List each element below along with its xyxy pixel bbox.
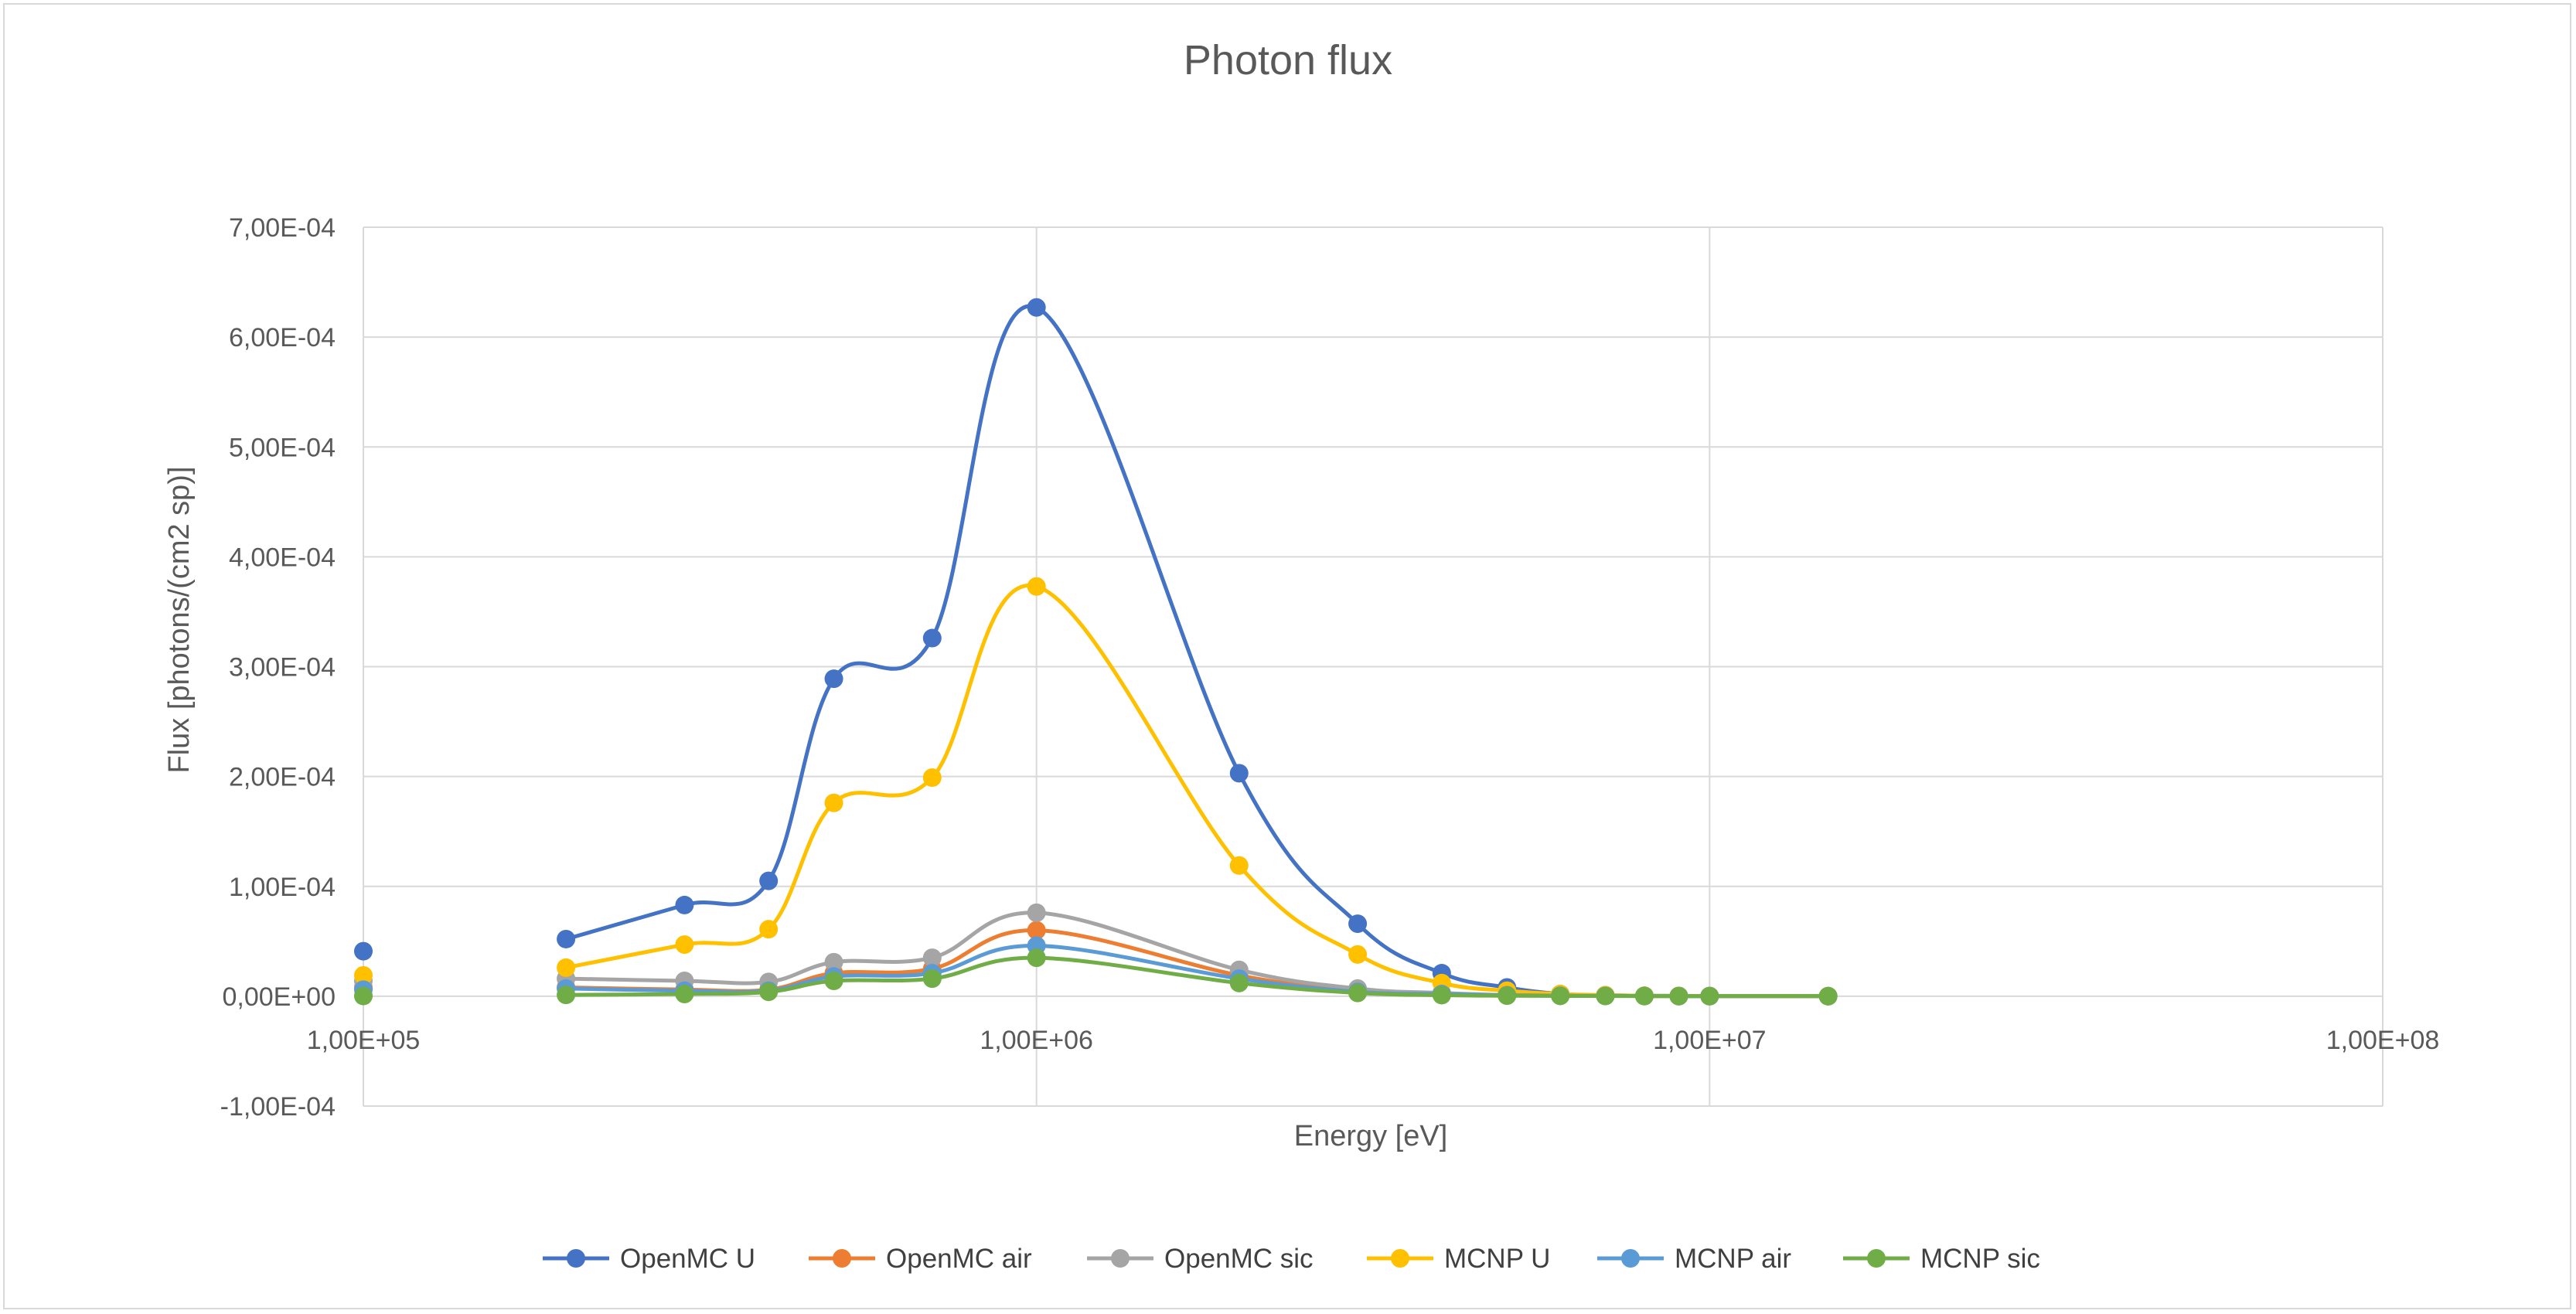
series-layer <box>354 298 1838 1006</box>
data-point <box>759 982 779 1002</box>
legend-marker <box>833 1249 851 1268</box>
data-point <box>1818 986 1838 1006</box>
data-point <box>1348 983 1368 1003</box>
data-point <box>824 793 843 812</box>
series-mcnp-sic <box>354 948 1838 1006</box>
legend-item: MCNP air <box>1597 1244 1791 1274</box>
legend-marker <box>1867 1249 1886 1268</box>
data-point <box>1027 298 1046 317</box>
data-point <box>1229 973 1249 992</box>
legend-marker <box>1621 1249 1640 1268</box>
x-tick-label: 1,00E+05 <box>307 1026 421 1055</box>
x-tick-label: 1,00E+06 <box>980 1026 1093 1055</box>
data-point <box>675 935 694 955</box>
data-point <box>1027 903 1046 922</box>
series-line <box>564 304 1831 999</box>
data-point <box>1669 986 1688 1006</box>
data-point <box>759 920 779 939</box>
legend-marker <box>567 1249 585 1268</box>
y-tick-label: 7,00E-04 <box>229 213 336 243</box>
data-point <box>557 958 576 977</box>
series-mcnp-u <box>354 577 1838 1006</box>
data-point <box>557 929 576 948</box>
data-point <box>354 941 373 961</box>
legend-label: OpenMC U <box>620 1244 755 1274</box>
data-point <box>1498 986 1517 1006</box>
y-tick-label: 5,00E-04 <box>229 433 336 462</box>
data-point <box>922 969 942 989</box>
x-tick-label: 1,00E+07 <box>1653 1026 1767 1055</box>
data-point <box>922 948 942 968</box>
y-tick-label: 3,00E-04 <box>229 653 336 683</box>
data-point <box>1348 914 1368 934</box>
y-tick-label: 4,00E-04 <box>229 543 336 572</box>
legend: OpenMC U OpenMC air OpenMC sic MCNP U MCNP a… <box>543 1244 2040 1274</box>
y-tick-label: 6,00E-04 <box>229 323 336 352</box>
data-point <box>354 986 373 1006</box>
x-tick-label: 1,00E+08 <box>2326 1026 2440 1055</box>
legend-label: OpenMC sic <box>1164 1244 1314 1274</box>
chart-area <box>3 3 2571 1309</box>
y-tick-label: 0,00E+00 <box>222 982 336 1012</box>
legend-item: MCNP U <box>1367 1244 1550 1274</box>
legend-marker <box>1111 1249 1130 1268</box>
x-axis-ticks: 1,00E+05 1,00E+06 1,00E+07 1,00E+08 <box>307 1026 2440 1055</box>
legend-label: MCNP U <box>1444 1244 1550 1274</box>
y-tick-label: 1,00E-04 <box>229 873 336 902</box>
data-point <box>1700 986 1719 1006</box>
grid <box>363 226 2383 1107</box>
legend-item: OpenMC air <box>809 1244 1032 1274</box>
data-point <box>1596 986 1615 1006</box>
data-point <box>1348 945 1368 964</box>
legend-label: MCNP air <box>1675 1244 1791 1274</box>
data-point <box>922 768 942 788</box>
data-point <box>1027 577 1046 596</box>
data-point <box>1229 764 1249 783</box>
legend-label: OpenMC air <box>886 1244 1032 1274</box>
data-point <box>1551 986 1570 1006</box>
data-point <box>675 895 694 914</box>
chart-title: Photon flux <box>1184 37 1392 83</box>
data-point <box>824 669 843 689</box>
legend-label: MCNP sic <box>1920 1244 2040 1274</box>
data-point <box>557 986 576 1005</box>
data-point <box>1027 948 1046 968</box>
data-point <box>1027 921 1046 940</box>
data-point <box>759 871 779 890</box>
data-point <box>675 985 694 1004</box>
y-axis-ticks: -1,00E-04 0,00E+00 1,00E-04 2,00E-04 3,00E-0… <box>220 213 336 1122</box>
data-point <box>824 971 843 990</box>
series-line <box>564 583 1831 999</box>
legend-marker <box>1391 1249 1409 1268</box>
data-point <box>1634 986 1654 1006</box>
data-point <box>824 952 843 972</box>
data-point <box>1229 856 1249 875</box>
legend-item: OpenMC sic <box>1087 1244 1314 1274</box>
x-axis-label: Energy [eV] <box>1294 1120 1448 1152</box>
data-point <box>354 965 373 985</box>
legend-item: MCNP sic <box>1843 1244 2040 1274</box>
y-tick-label: -1,00E-04 <box>220 1092 336 1122</box>
y-axis-label: Flux [photons/(cm2 sp)] <box>163 466 196 773</box>
legend-item: OpenMC U <box>543 1244 755 1274</box>
series-openmc-u <box>354 298 1838 1006</box>
series-line <box>564 911 1831 999</box>
data-point <box>1432 986 1451 1005</box>
y-tick-label: 2,00E-04 <box>229 763 336 792</box>
data-point <box>922 628 942 648</box>
